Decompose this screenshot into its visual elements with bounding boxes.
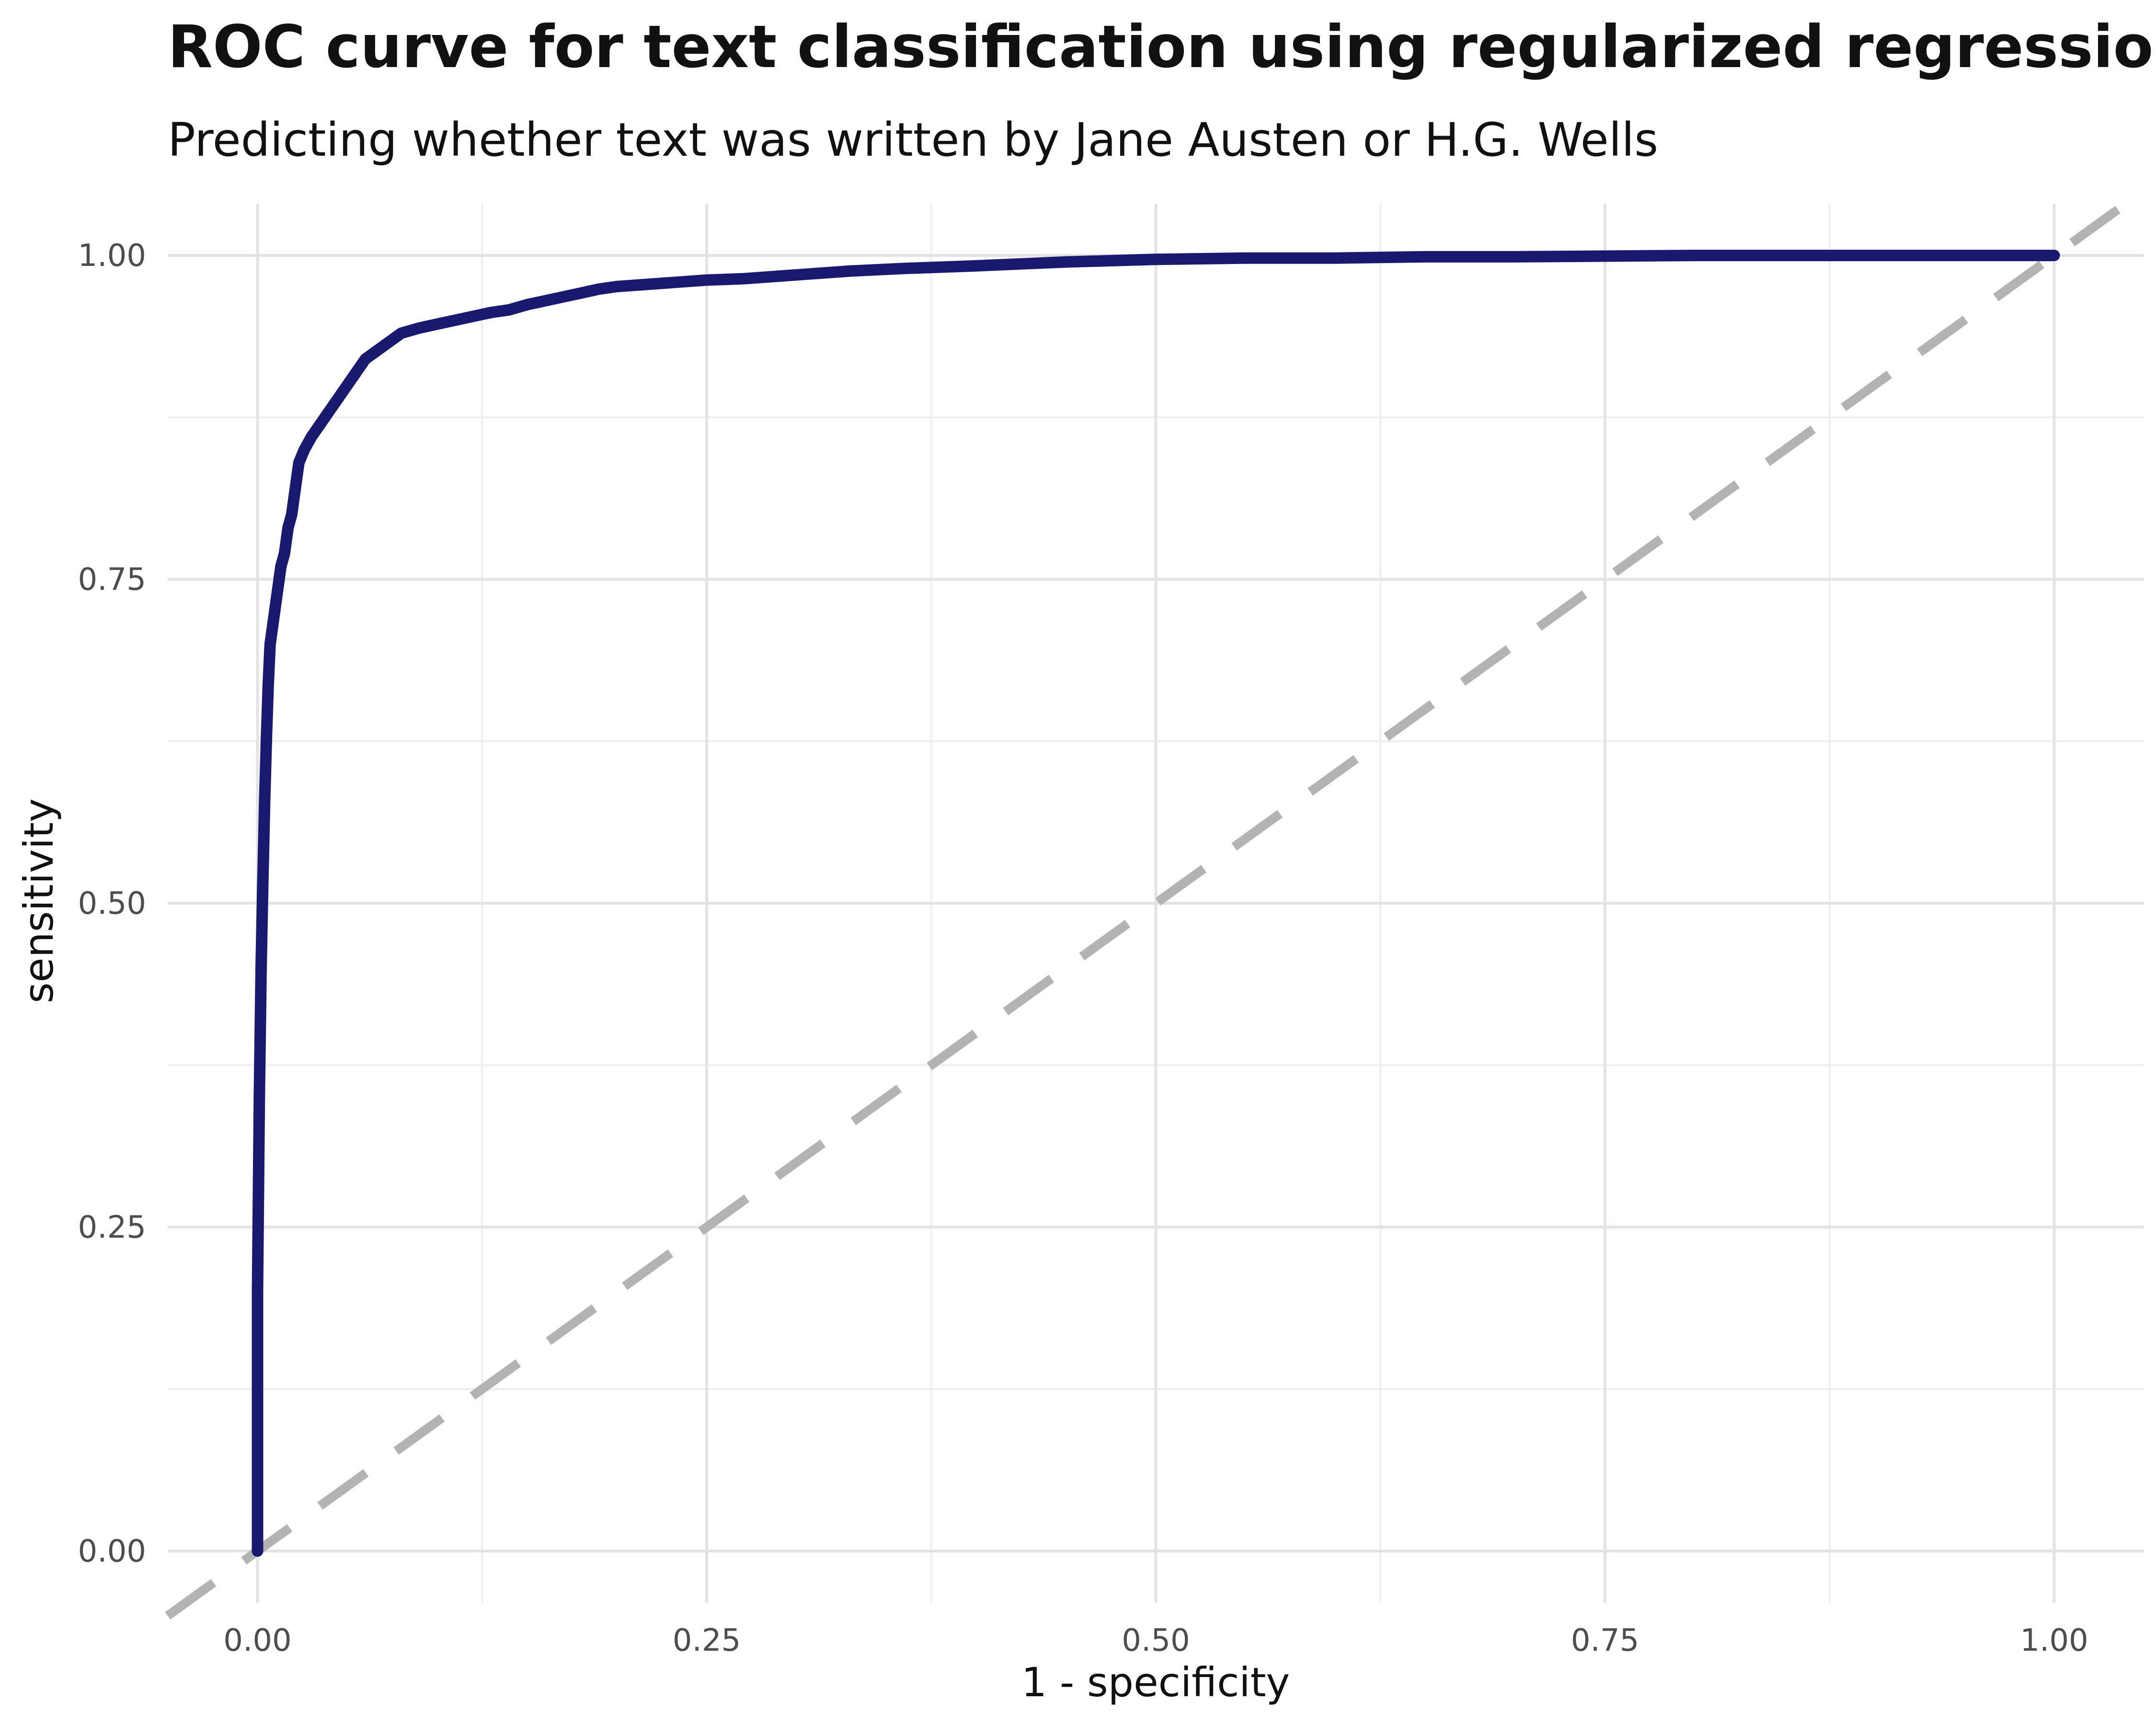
x-axis-title: 1 - specificity — [1021, 1659, 1290, 1706]
y-axis-ticks: 0.00 0.25 0.50 0.75 1.00 — [78, 238, 147, 1569]
x-tick-label: 0.25 — [673, 1623, 741, 1658]
y-tick-label: 0.75 — [78, 562, 147, 598]
series-layer — [252, 250, 2060, 1557]
chance-reference-line — [165, 187, 2147, 1620]
x-tick-label: 0.50 — [1122, 1623, 1190, 1658]
y-tick-label: 1.00 — [78, 238, 147, 274]
chart-subtitle: Predicting whether text was written by J… — [168, 113, 1658, 167]
y-axis-title: sensitivity — [15, 798, 62, 1003]
roc-curve-line — [252, 250, 2060, 1557]
y-tick-label: 0.00 — [78, 1534, 147, 1569]
grid — [168, 204, 2144, 1603]
x-tick-label: 0.00 — [223, 1623, 292, 1658]
reference-line-layer — [165, 187, 2147, 1620]
chart-title: ROC curve for text classification using … — [168, 13, 2156, 81]
y-tick-label: 0.50 — [78, 886, 147, 921]
x-tick-label: 0.75 — [1571, 1623, 1640, 1658]
y-tick-label: 0.25 — [78, 1210, 147, 1245]
x-tick-label: 1.00 — [2020, 1623, 2088, 1658]
x-axis-ticks: 0.00 0.25 0.50 0.75 1.00 — [223, 1623, 2088, 1658]
